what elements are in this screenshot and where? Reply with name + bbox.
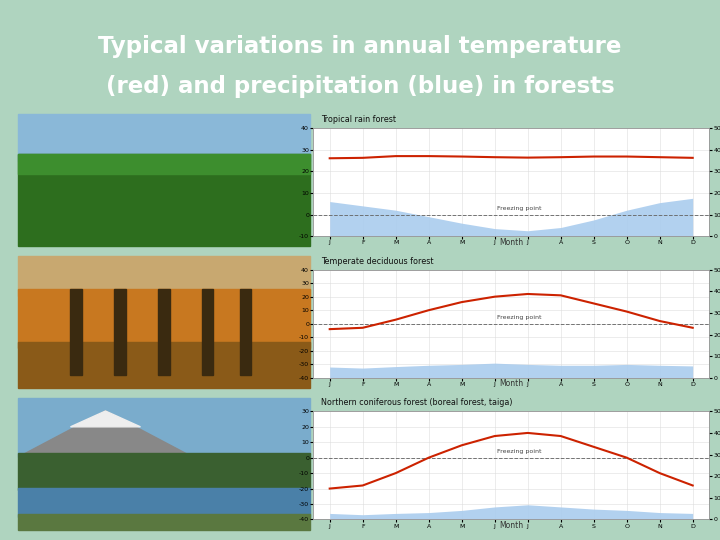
- Bar: [18, 453, 310, 490]
- Text: Northern coniferous forest (boreal forest, taiga): Northern coniferous forest (boreal fores…: [321, 399, 513, 407]
- Text: Month: Month: [499, 521, 523, 530]
- Bar: [18, 114, 310, 161]
- Bar: [71, 289, 82, 375]
- Text: (red) and precipitation (blue) in forests: (red) and precipitation (blue) in forest…: [106, 75, 614, 98]
- Text: Freezing point: Freezing point: [497, 315, 541, 320]
- Text: Temperate deciduous forest: Temperate deciduous forest: [321, 257, 433, 266]
- Bar: [202, 289, 213, 375]
- Polygon shape: [18, 411, 193, 457]
- Bar: [114, 289, 126, 375]
- Bar: [18, 342, 310, 388]
- Bar: [158, 289, 170, 375]
- Text: Freezing point: Freezing point: [497, 206, 541, 211]
- Bar: [240, 289, 251, 375]
- Text: Freezing point: Freezing point: [497, 449, 541, 455]
- Bar: [18, 154, 310, 174]
- Polygon shape: [71, 411, 140, 427]
- Text: Typical variations in annual temperature: Typical variations in annual temperature: [99, 35, 621, 58]
- Bar: [18, 256, 310, 296]
- Text: Month: Month: [499, 379, 523, 388]
- Bar: [18, 398, 310, 457]
- Bar: [18, 154, 310, 246]
- Text: Tropical rain forest: Tropical rain forest: [321, 115, 396, 124]
- Text: Month: Month: [499, 238, 523, 247]
- Bar: [18, 488, 310, 517]
- Bar: [18, 289, 310, 348]
- Bar: [18, 514, 310, 530]
